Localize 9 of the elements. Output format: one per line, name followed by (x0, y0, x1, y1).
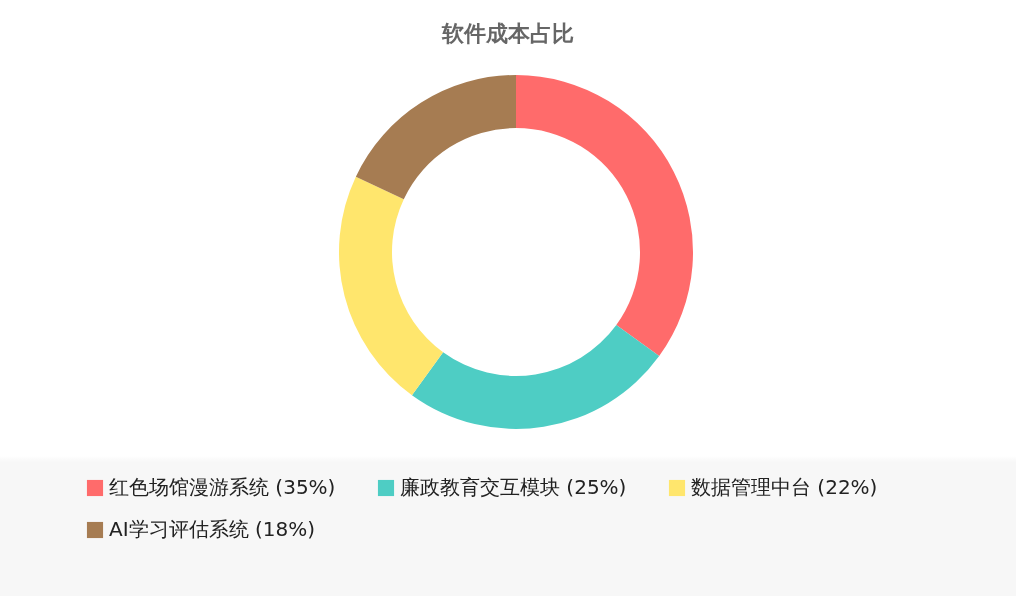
chart-title: 软件成本占比 (441, 21, 574, 46)
donut-slice (339, 176, 444, 396)
legend-label: 红色场馆漫游系统 (35%) (109, 475, 336, 499)
legend-label: AI学习评估系统 (18%) (109, 517, 315, 541)
donut-slice (516, 75, 693, 357)
donut-slice (411, 324, 660, 429)
donut-slice (355, 75, 516, 200)
legend-label: 数据管理中台 (22%) (691, 475, 878, 499)
legend-label: 廉政教育交互模块 (25%) (400, 475, 627, 499)
